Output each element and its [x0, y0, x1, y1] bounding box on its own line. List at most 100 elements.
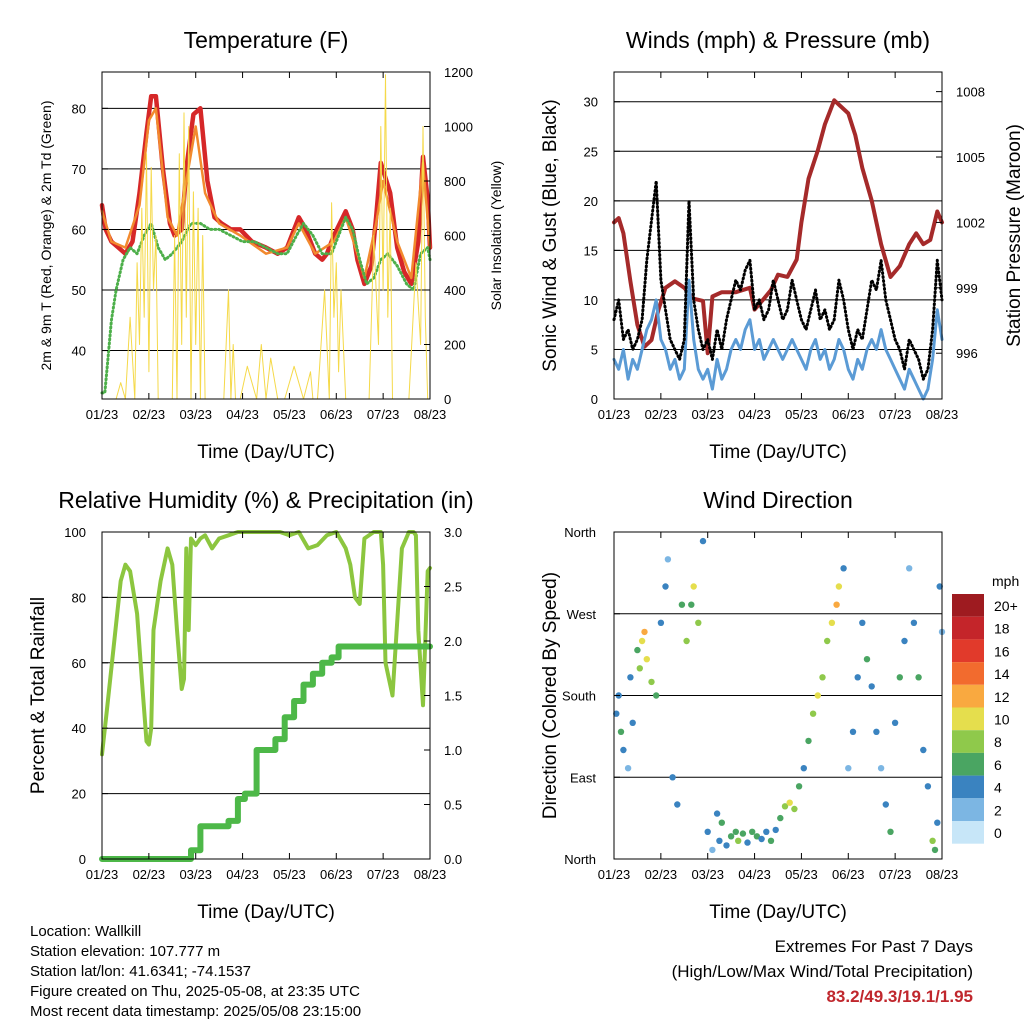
x-tick-label: 01/23: [598, 867, 631, 882]
y-tick-label: South: [562, 689, 596, 704]
legend-label: 18: [994, 621, 1010, 637]
direction-point: [887, 828, 894, 835]
x-tick-label: 08/23: [414, 407, 447, 422]
y-tick-label: 50: [72, 283, 86, 298]
y2-tick-label: 1200: [444, 65, 473, 80]
recent-timestamp: Most recent data timestamp: 2025/05/08 2…: [30, 1003, 362, 1020]
direction-point: [791, 805, 798, 813]
legend-swatch: [952, 775, 984, 799]
winds-y2label: Station Pressure (Maroon): [1004, 124, 1024, 347]
y2-tick-label: 996: [956, 346, 978, 361]
temperature-title: Temperature (F): [184, 27, 349, 53]
station-info: Location: Wallkill Station elevation: 10…: [30, 922, 361, 1022]
x-tick-label: 03/23: [179, 407, 212, 422]
station-latlon: Station lat/lon: 41.6341; -74.1537: [30, 963, 252, 980]
temperature-ylabel: 2m & 9m T (Red, Orange) & 2m Td (Green): [38, 101, 54, 371]
y2-tick-label: 2.0: [444, 634, 462, 649]
y2-tick-label: 1002: [956, 215, 985, 230]
y-tick-label: 40: [72, 721, 86, 736]
direction-point: [763, 828, 770, 835]
x-tick-label: 02/23: [133, 407, 166, 422]
direction-point: [777, 814, 784, 822]
direction-point: [929, 837, 936, 844]
y-tick-label: North: [564, 525, 596, 540]
direction-point: [931, 846, 939, 854]
humidity-title: Relative Humidity (%) & Precipitation (i…: [58, 487, 473, 513]
y2-tick-label: 1.5: [444, 689, 462, 704]
x-tick-label: 02/23: [133, 867, 166, 882]
direction-point: [704, 828, 711, 835]
direction-point: [617, 728, 625, 735]
legend-swatch: [952, 684, 984, 708]
direction-point: [910, 619, 918, 626]
humidity-panel: 01/23 02/23 03/23 04/23 05/23 06/23 07/23 08/23…: [28, 487, 474, 923]
legend-label: 14: [994, 666, 1010, 682]
direction-point: [678, 601, 686, 608]
direction-point: [753, 833, 761, 840]
direction-point: [624, 765, 632, 772]
legend-label: 0: [994, 825, 1002, 841]
y2-tick-label: 0.0: [444, 852, 462, 867]
x-tick-label: 04/23: [226, 407, 259, 422]
direction-point: [690, 583, 697, 590]
legend-swatch: [952, 662, 984, 685]
y-tick-label: 15: [584, 243, 598, 258]
direction-point: [772, 826, 779, 834]
direction-point: [786, 799, 793, 806]
x-tick-label: 04/23: [738, 407, 771, 422]
winds-ylabel: Sonic Wind & Gust (Blue, Black): [540, 99, 561, 371]
x-tick-label: 04/23: [738, 867, 771, 882]
direction-point: [662, 583, 669, 590]
direction-point: [627, 674, 634, 681]
direction-point: [849, 728, 857, 735]
direction-point: [620, 746, 627, 754]
direction-point: [638, 637, 646, 645]
direction-point: [859, 619, 866, 626]
direction-point: [613, 710, 620, 717]
x-tick-label: 05/23: [273, 867, 306, 882]
direction-point: [636, 665, 643, 672]
y2-tick-label: 3.0: [444, 525, 462, 540]
x-tick-label: 02/23: [645, 407, 678, 422]
direction-point: [648, 678, 655, 686]
direction-point: [915, 674, 922, 681]
y2-tick-label: 2.5: [444, 580, 462, 595]
legend-title: mph: [992, 573, 1019, 589]
direction-point: [896, 674, 903, 681]
direction-point: [718, 819, 725, 826]
y-tick-label: 30: [584, 95, 598, 110]
x-tick-label: 03/23: [691, 867, 724, 882]
legend-swatch: [952, 594, 984, 617]
x-tick-label: 06/23: [832, 407, 865, 422]
direction-point: [833, 601, 840, 608]
legend-label: 4: [994, 780, 1002, 796]
legend-swatch: [952, 730, 984, 753]
x-tick-label: 08/23: [926, 867, 959, 882]
direction-point: [877, 765, 885, 772]
y-tick-label: 60: [72, 656, 86, 671]
direction-point: [643, 656, 650, 663]
winds-frame: [613, 71, 943, 400]
x-tick-label: 03/23: [691, 407, 724, 422]
legend-label: 6: [994, 757, 1002, 773]
x-tick-label: 07/23: [879, 407, 912, 422]
winds-xlabel: Time (Day/UTC): [709, 442, 847, 463]
direction-point: [744, 839, 751, 846]
direction-point: [641, 628, 648, 636]
y-tick-label: 5: [591, 342, 598, 357]
direction-point: [795, 783, 803, 790]
figure-created: Figure created on Thu, 2025-05-08, at 23…: [30, 983, 360, 1000]
direction-point: [828, 619, 836, 626]
x-tick-label: 01/23: [86, 407, 119, 422]
direction-point: [854, 674, 861, 681]
y2-tick-label: 1005: [956, 150, 985, 165]
direction-point: [767, 837, 775, 844]
direction-point: [934, 819, 941, 826]
direction-point: [739, 830, 747, 837]
station-elevation: Station elevation: 107.777 m: [30, 943, 221, 960]
winds-series-0: [612, 98, 944, 356]
y2-tick-label: 1000: [444, 120, 473, 135]
temperature-panel: 01/23 02/23 03/23 04/23 05/23 06/23 07/23 08/23…: [38, 27, 504, 463]
humidity-series-1: [99, 643, 433, 862]
direction-point: [735, 837, 742, 844]
